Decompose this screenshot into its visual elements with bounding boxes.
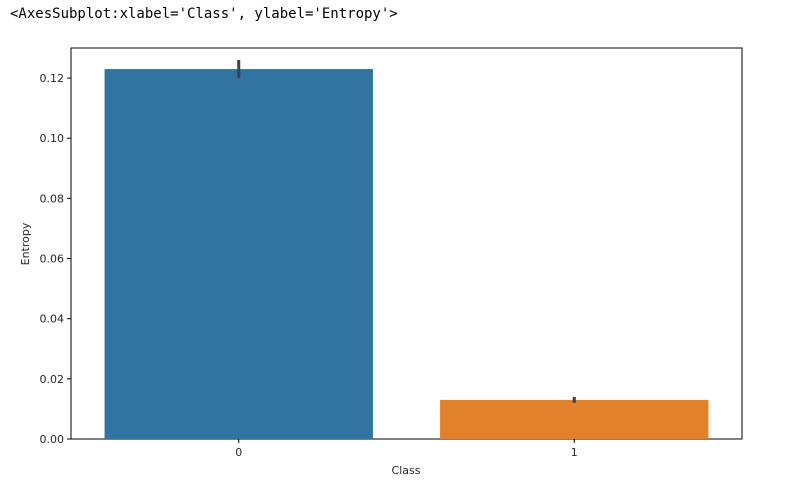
bar-class-1 xyxy=(440,399,709,439)
x-axis-label: Class xyxy=(392,464,421,477)
y-tick-label: 0.10 xyxy=(40,132,65,145)
y-tick-label: 0.08 xyxy=(40,192,65,205)
y-axis-label: Entropy xyxy=(19,222,32,265)
x-tick-label: 1 xyxy=(571,446,578,459)
y-tick-label: 0.00 xyxy=(40,433,65,446)
bars-group xyxy=(104,69,709,440)
cell-output-text: <AxesSubplot:xlabel='Class', ylabel='Ent… xyxy=(10,6,398,22)
y-tick-label: 0.02 xyxy=(40,373,65,386)
x-tick-label: 0 xyxy=(235,446,242,459)
y-tick-label: 0.12 xyxy=(40,72,65,85)
y-tick-label: 0.06 xyxy=(40,253,65,266)
error-bars-group xyxy=(237,60,576,403)
y-tick-label: 0.04 xyxy=(40,313,65,326)
bar-class-0 xyxy=(104,69,373,440)
y-axis: 0.00 0.02 0.04 0.06 0.08 0.10 0.12 xyxy=(40,72,71,446)
